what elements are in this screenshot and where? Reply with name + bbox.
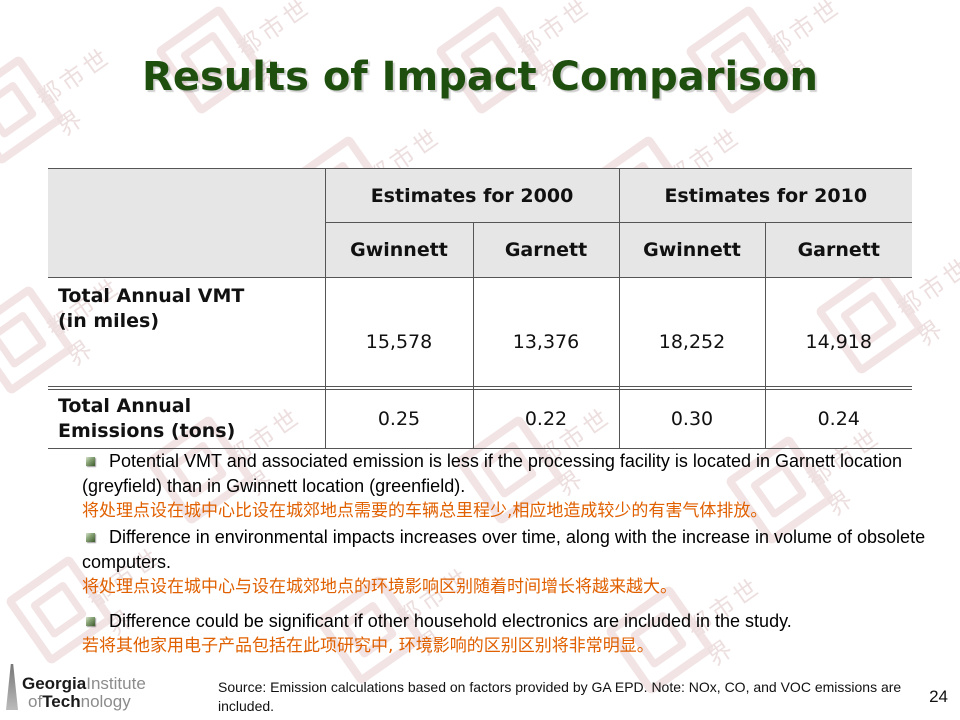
georgia-tech-logo: GeorgiaInstitute ofTechnology [6,660,206,715]
table-row: Total Annual Emissions (tons) 0.25 0.22 … [48,389,912,449]
slide-title: Results of Impact Comparison [142,54,818,100]
bullet-text-cn: 将处理点设在城中心比设在城郊地点需要的车辆总里程少,相应地造成较少的有害气体排放… [82,501,768,521]
logo-text: nology [80,692,131,711]
bullet-item: Potential VMT and associated emission is… [82,449,942,523]
bullet-text-en: Difference in environmental impacts incr… [82,527,926,572]
group-header-2010: Estimates for 2010 [619,168,912,223]
group-header-2000: Estimates for 2000 [325,168,620,223]
logo-text: of [28,692,43,711]
table-cell: 15,578 [325,277,474,387]
row-label-emissions: Total Annual Emissions (tons) [48,389,326,449]
bullet-item: Difference in environmental impacts incr… [82,525,942,599]
row-label-line: Total Annual [58,395,192,417]
table-cell: 0.25 [325,389,474,449]
table-cell: 0.22 [473,389,620,449]
table-cell: 14,918 [765,277,912,387]
bullet-list: Potential VMT and associated emission is… [82,449,942,658]
page-number: 24 [929,687,948,706]
table-header-row: Estimates for 2000 Estimates for 2010 [48,168,912,278]
table-cell: 0.24 [765,389,912,449]
source-note: Source: Emission calculations based on f… [218,679,902,714]
subheader-gwinnett-2010: Gwinnett [619,222,766,278]
logo-text: Tech [42,692,81,711]
row-label-line: (in miles) [58,310,160,332]
row-label-line: Emissions (tons) [58,420,236,442]
tower-icon [6,664,18,710]
row-label-line: Total Annual VMT [58,285,245,307]
bullet-square-icon [86,456,95,466]
bullet-text-cn: 将处理点设在城中心与设在城郊地点的环境影响区别随着时间增长将越来越大。 [82,577,677,597]
table-cell: 13,376 [473,277,620,387]
bullet-square-icon [86,532,95,542]
table-corner-cell [48,168,326,278]
subheader-gwinnett-2000: Gwinnett [325,222,474,278]
comparison-table: Estimates for 2000 Estimates for 2010 Gw… [48,168,912,449]
table-row: Total Annual VMT (in miles) 15,578 13,37… [48,277,912,387]
table-cell: 18,252 [619,277,766,387]
subheader-garnett-2000: Garnett [473,222,620,278]
bullet-text-en: Potential VMT and associated emission is… [82,451,903,496]
bullet-text-en: Difference could be significant if other… [109,611,792,631]
bullet-item: Difference could be significant if other… [82,609,942,658]
bullet-text-cn: 若将其他家用电子产品包括在此项研究中, 环境影响的区别区别将非常明显。 [82,636,654,656]
table-cell: 0.30 [619,389,766,449]
bullet-square-icon [86,616,95,626]
logo-text: Institute [86,674,146,693]
comparison-table-wrap: Estimates for 2000 Estimates for 2010 Gw… [48,168,912,449]
logo-text: Georgia [22,674,87,693]
row-label-vmt: Total Annual VMT (in miles) [48,277,326,387]
subheader-garnett-2010: Garnett [765,222,912,278]
